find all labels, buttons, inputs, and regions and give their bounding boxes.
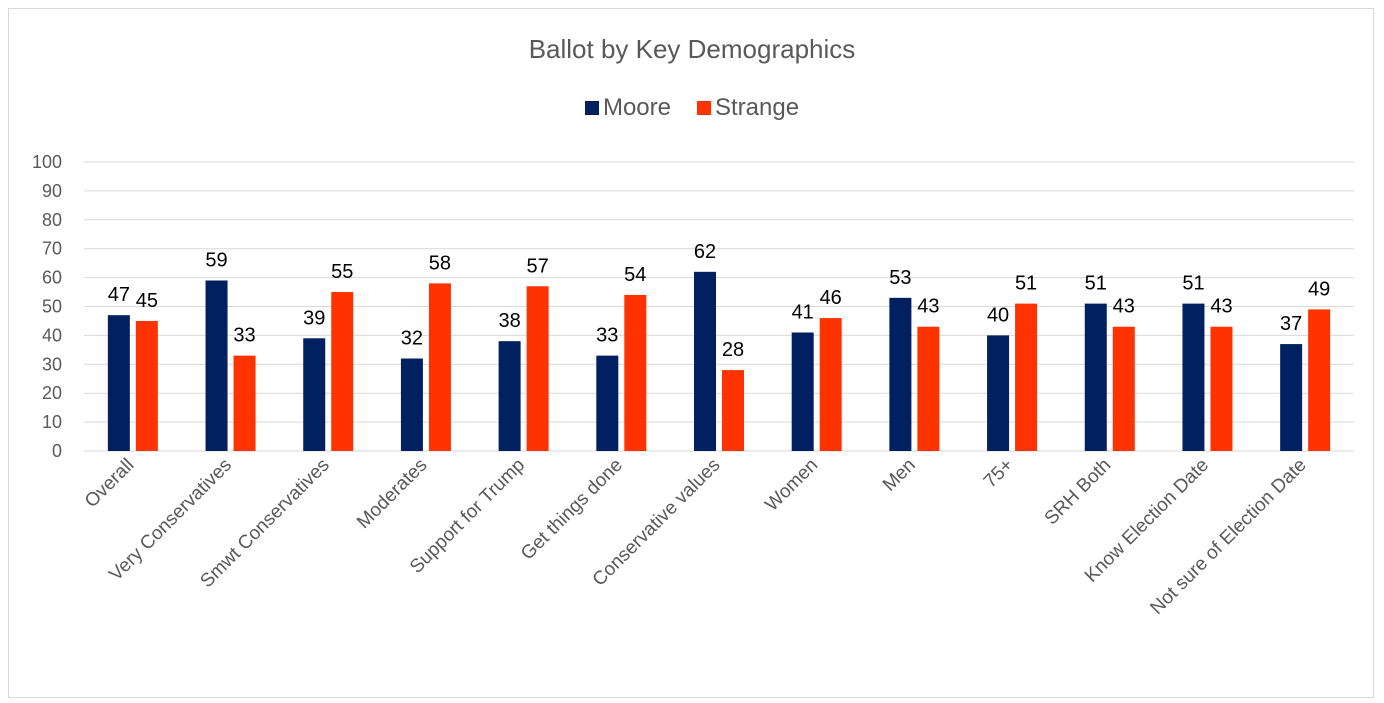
y-tick-label: 30 [42,354,62,374]
y-tick-label: 80 [42,210,62,230]
legend-item-strange: Strange [696,94,800,122]
bar-moore [694,271,716,451]
bar-strange [1308,309,1331,451]
bar-moore [400,358,423,451]
bar-moore [1280,344,1303,451]
bar-strange [1210,326,1233,451]
data-label-moore: 62 [694,241,716,263]
data-label-moore: 38 [498,310,520,332]
x-tick-label: Not sure of Election Date [1146,455,1310,619]
data-label-moore: 40 [987,304,1009,326]
data-label-moore: 41 [792,302,814,324]
data-label-moore: 59 [205,249,227,271]
data-label-moore: 47 [108,284,130,306]
bar-moore [791,332,814,451]
bar-moore [303,338,326,451]
bar-moore [889,297,912,451]
bar-moore [987,335,1010,451]
bar-strange [233,355,256,451]
y-tick-label: 0 [52,441,62,461]
legend-swatch-strange [696,101,711,115]
data-label-strange: 58 [429,252,451,274]
bar-moore [498,341,521,451]
legend: Moore Strange [0,94,1384,122]
y-tick-label: 10 [42,412,62,432]
data-label-moore: 37 [1280,313,1302,335]
x-tick-label: Overall [81,455,138,512]
legend-item-moore: Moore [584,94,671,122]
bar-moore [1182,303,1205,451]
data-label-moore: 33 [596,325,618,347]
data-label-strange: 43 [917,296,939,318]
data-label-moore: 32 [401,328,423,350]
data-label-strange: 43 [1210,296,1232,318]
bar-strange [1015,303,1038,451]
y-tick-label: 70 [42,239,62,259]
chart-frame [8,8,1374,698]
y-tick-label: 20 [42,383,62,403]
data-label-strange: 45 [136,290,158,312]
bar-strange [135,320,158,451]
data-label-strange: 51 [1015,273,1037,295]
bar-moore [205,280,228,451]
bar-strange [331,292,354,451]
data-label-moore: 51 [1085,273,1107,295]
y-tick-label: 90 [42,181,62,201]
bar-moore [107,315,130,451]
bar-strange [1112,326,1135,451]
legend-swatch-moore [584,101,599,115]
data-label-strange: 57 [526,255,548,277]
data-label-strange: 55 [331,261,353,283]
bar-strange [819,318,842,451]
bar-moore [596,355,619,451]
data-label-moore: 53 [889,267,911,289]
data-label-strange: 54 [624,264,646,286]
legend-label-strange: Strange [714,94,800,121]
x-tick-label: SRH Both [1041,455,1116,530]
data-label-strange: 28 [722,339,744,361]
data-label-strange: 49 [1308,278,1330,300]
bar-strange [526,286,549,451]
data-label-strange: 43 [1113,296,1135,318]
y-tick-label: 40 [42,325,62,345]
data-label-strange: 33 [233,325,255,347]
bar-strange [624,294,647,451]
x-tick-label: Men [879,455,920,496]
bar-moore [1084,303,1107,451]
data-label-strange: 46 [820,287,842,309]
data-label-moore: 51 [1182,273,1204,295]
y-tick-label: 60 [42,268,62,288]
x-tick-label: Women [761,455,822,516]
legend-label-moore: Moore [602,94,671,121]
chart-title: Ballot by Key Demographics [528,34,856,64]
bar-strange [917,326,940,451]
x-tick-label: Moderates [353,455,431,533]
data-label-moore: 39 [303,307,325,329]
y-tick-label: 100 [32,152,62,172]
bar-strange [722,370,744,451]
x-tick-label: 75+ [980,455,1018,493]
bar-strange [428,283,451,451]
y-tick-label: 50 [42,297,62,317]
x-tick-label: Get things done [517,455,627,565]
